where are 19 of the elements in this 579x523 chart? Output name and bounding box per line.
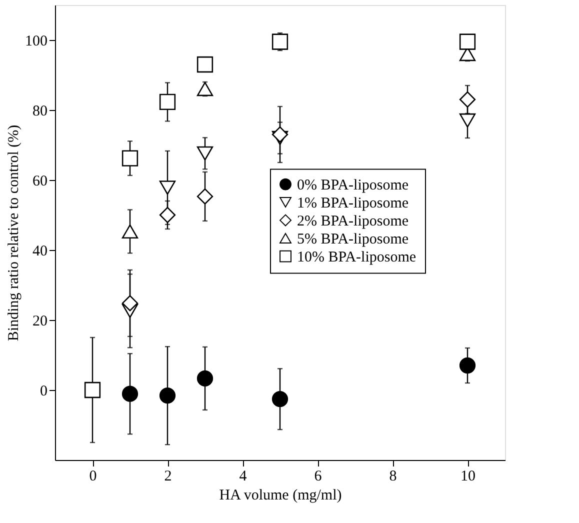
x-tick-label: 2 — [164, 468, 172, 484]
y-tick-label: 0 — [40, 384, 48, 400]
x-tick-label: 10 — [460, 468, 476, 484]
y-tick-label: 100 — [25, 34, 48, 50]
x-tick-label: 8 — [389, 468, 397, 484]
x-tick-label: 0 — [89, 468, 97, 484]
legend-label: 2% BPA-liposome — [297, 213, 409, 230]
y-axis-title: Binding ratio relative to control (%) — [6, 124, 22, 342]
x-axis-title: HA volume (mg/ml) — [219, 488, 342, 504]
legend-label: 0% BPA-liposome — [297, 177, 409, 194]
x-tick-label: 6 — [314, 468, 322, 484]
y-tick-label: 20 — [32, 314, 48, 330]
y-tick-label: 40 — [32, 244, 48, 260]
y-tick-label: 80 — [32, 104, 48, 120]
legend-label: 5% BPA-liposome — [297, 231, 409, 248]
legend-label: 1% BPA-liposome — [297, 195, 409, 212]
y-tick-label: 60 — [32, 174, 48, 190]
x-tick-label: 4 — [239, 468, 248, 484]
legend-label: 10% BPA-liposome — [297, 249, 416, 266]
